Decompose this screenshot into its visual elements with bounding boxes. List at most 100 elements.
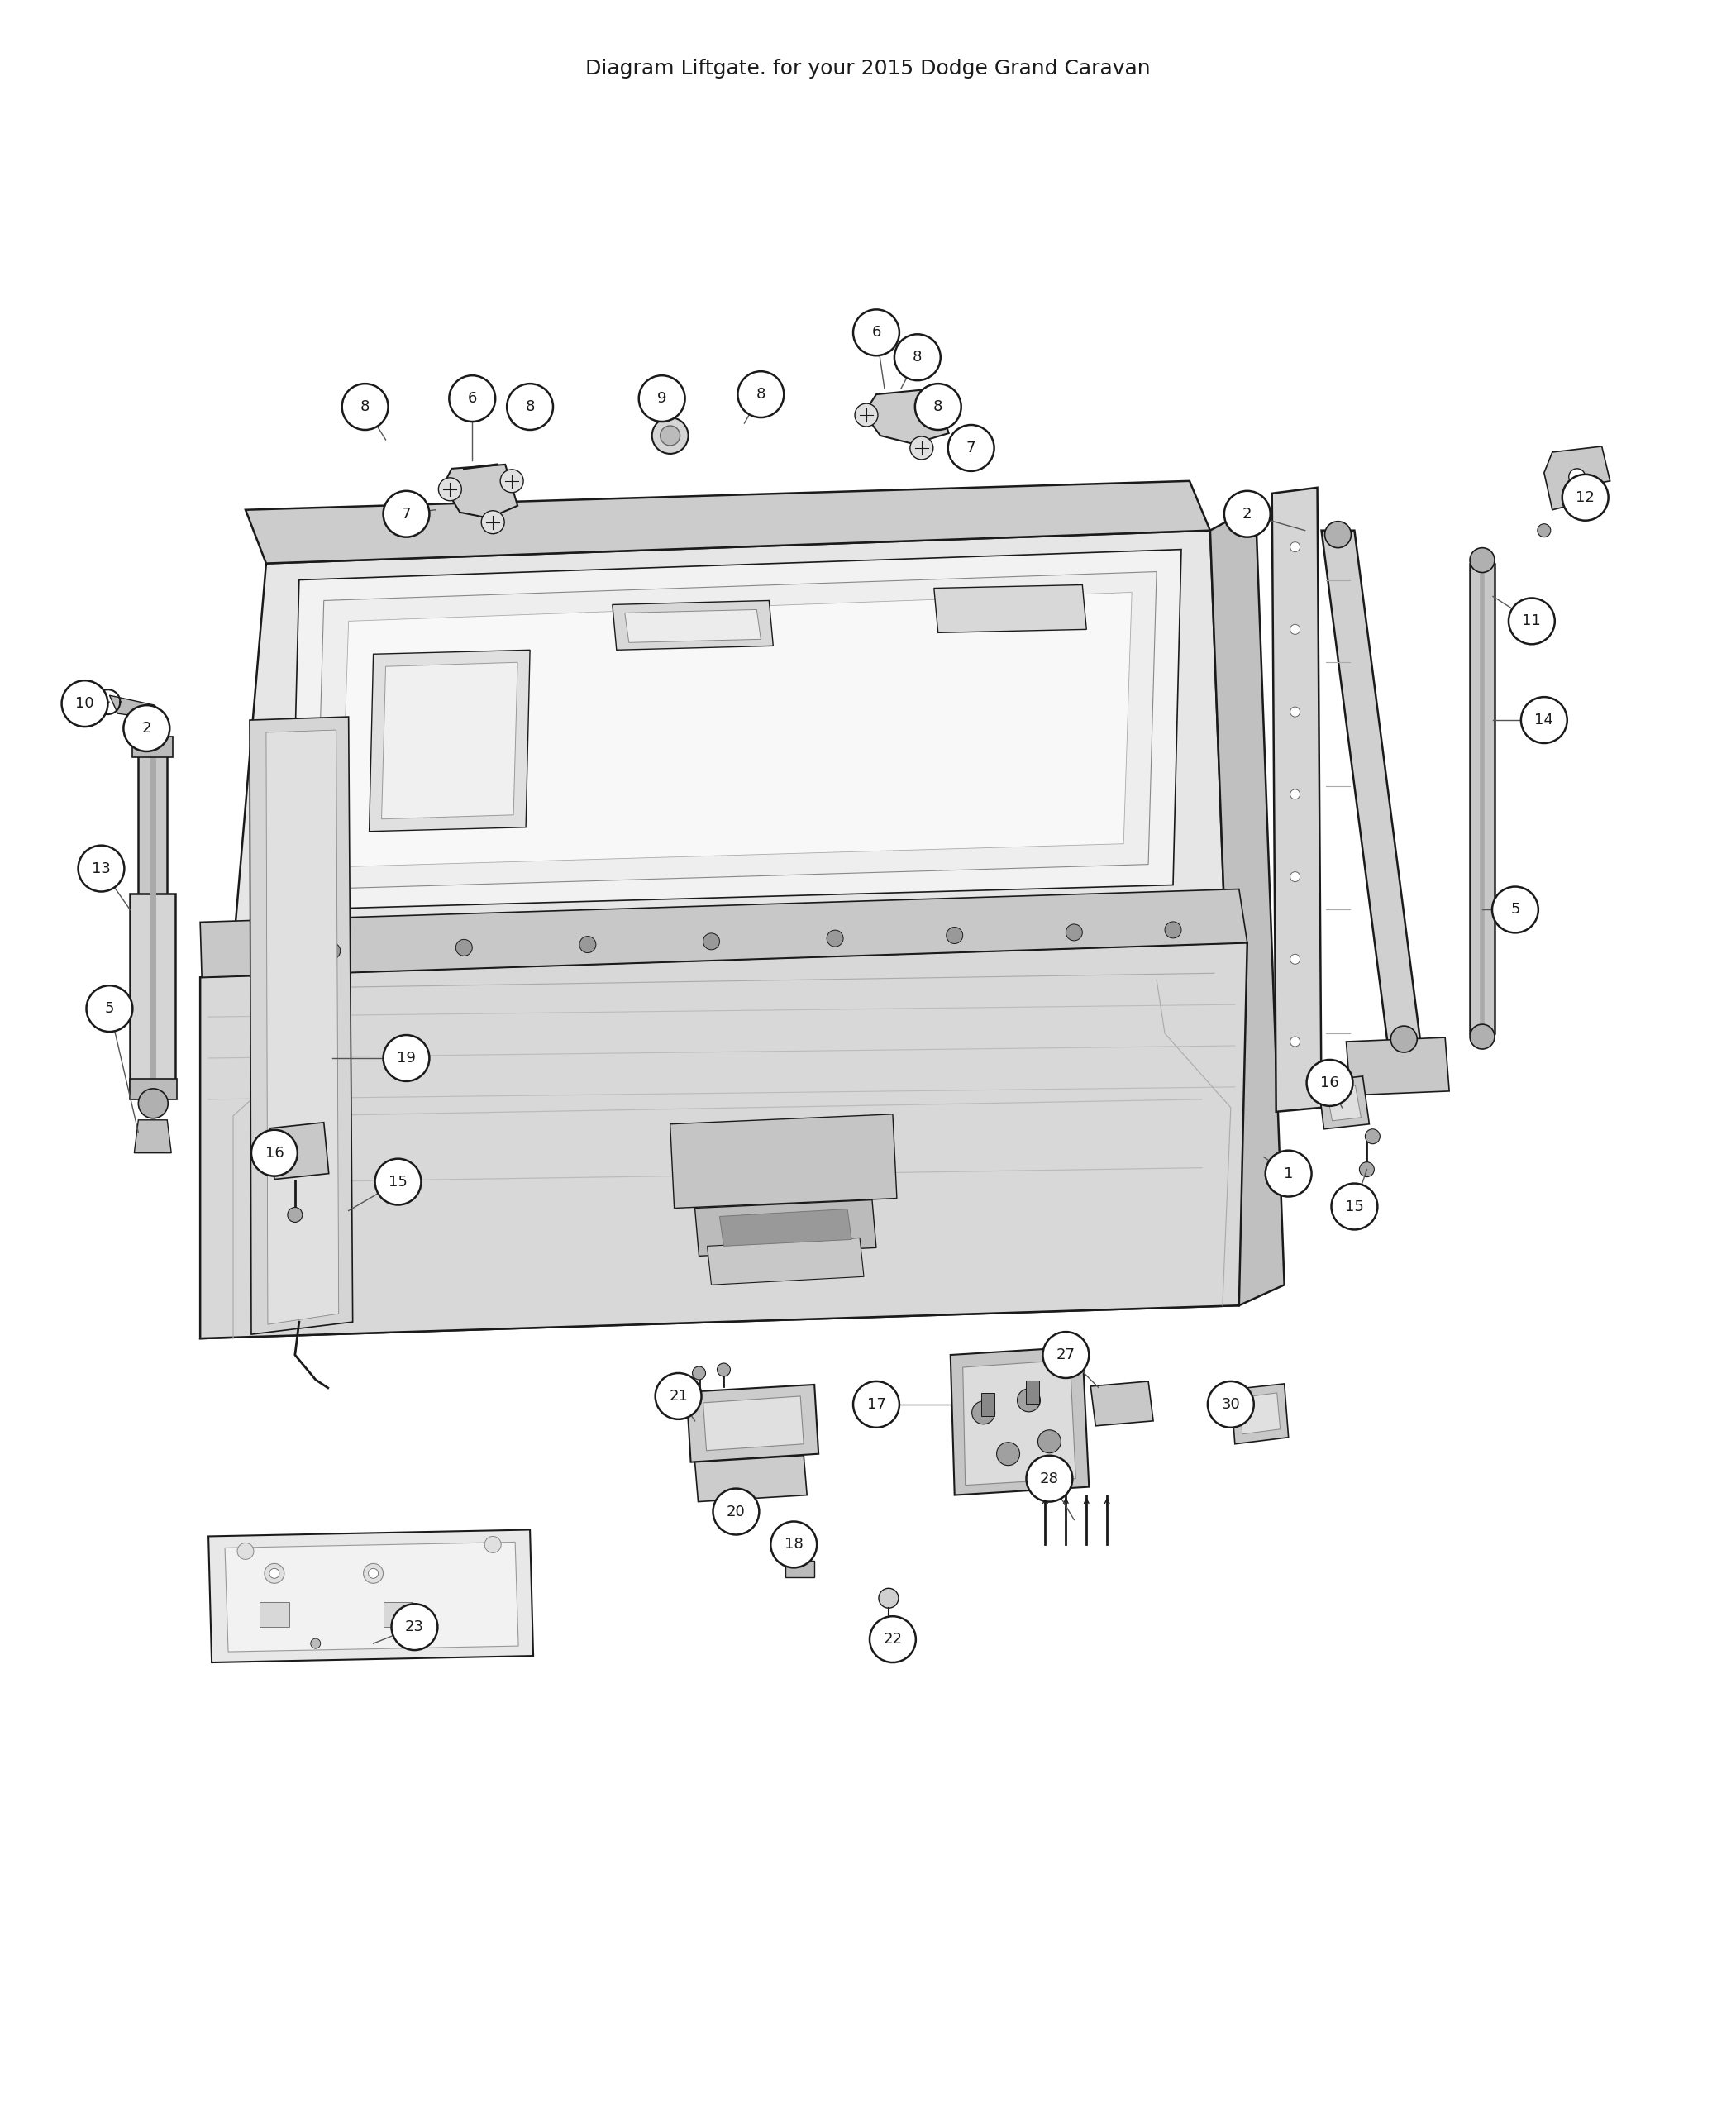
Polygon shape	[1231, 1383, 1288, 1444]
Circle shape	[1332, 1183, 1378, 1229]
Circle shape	[1325, 521, 1351, 548]
Text: 14: 14	[1535, 713, 1554, 727]
Text: 8: 8	[934, 398, 943, 415]
Circle shape	[703, 934, 720, 951]
Text: 22: 22	[884, 1632, 903, 1646]
Circle shape	[1266, 1151, 1312, 1197]
Circle shape	[1017, 1389, 1040, 1412]
Text: 28: 28	[1040, 1471, 1059, 1486]
Circle shape	[738, 371, 785, 417]
Text: 5: 5	[104, 1001, 115, 1016]
Text: 8: 8	[361, 398, 370, 415]
Text: 18: 18	[785, 1537, 804, 1551]
Polygon shape	[694, 1199, 877, 1256]
Circle shape	[293, 763, 307, 776]
Polygon shape	[340, 592, 1132, 866]
Polygon shape	[443, 464, 517, 519]
Circle shape	[1562, 474, 1608, 521]
Circle shape	[293, 953, 307, 965]
Circle shape	[1470, 548, 1495, 573]
Circle shape	[481, 510, 505, 533]
Text: 6: 6	[467, 392, 477, 407]
Text: 16: 16	[1321, 1075, 1338, 1090]
Polygon shape	[687, 1385, 819, 1463]
Circle shape	[894, 335, 941, 379]
Circle shape	[311, 1638, 321, 1648]
Circle shape	[1224, 491, 1271, 538]
Polygon shape	[130, 1079, 177, 1100]
Text: 11: 11	[1522, 613, 1542, 628]
Circle shape	[325, 942, 340, 959]
Polygon shape	[670, 1115, 898, 1208]
Circle shape	[293, 820, 307, 835]
Polygon shape	[316, 571, 1156, 890]
Circle shape	[1026, 1455, 1073, 1501]
Circle shape	[1364, 1130, 1380, 1145]
Circle shape	[252, 1130, 297, 1176]
Circle shape	[771, 1522, 818, 1568]
Circle shape	[384, 491, 429, 538]
Polygon shape	[200, 890, 1246, 978]
Circle shape	[1391, 1027, 1417, 1052]
Circle shape	[391, 1604, 437, 1651]
Circle shape	[238, 1543, 253, 1560]
Text: 15: 15	[389, 1174, 408, 1189]
Circle shape	[1038, 1429, 1061, 1452]
Circle shape	[342, 384, 389, 430]
Text: 10: 10	[75, 696, 94, 710]
Polygon shape	[109, 696, 163, 721]
Circle shape	[1569, 468, 1585, 485]
Circle shape	[653, 417, 687, 453]
Text: 16: 16	[266, 1145, 283, 1159]
Circle shape	[852, 310, 899, 356]
Circle shape	[910, 436, 934, 460]
Circle shape	[1470, 1024, 1495, 1050]
Circle shape	[363, 1564, 384, 1583]
Polygon shape	[694, 1455, 807, 1501]
Polygon shape	[1026, 1381, 1040, 1404]
Text: 21: 21	[668, 1389, 687, 1404]
Circle shape	[264, 1564, 285, 1583]
Circle shape	[660, 426, 681, 445]
Text: 6: 6	[871, 325, 880, 339]
Text: 7: 7	[401, 506, 411, 521]
Polygon shape	[271, 1121, 328, 1178]
Circle shape	[293, 1282, 307, 1296]
Polygon shape	[208, 1530, 533, 1663]
Circle shape	[1359, 1162, 1375, 1176]
Circle shape	[375, 1159, 422, 1206]
Circle shape	[1538, 525, 1550, 538]
Polygon shape	[382, 662, 517, 820]
Circle shape	[139, 1088, 168, 1119]
Text: 8: 8	[757, 388, 766, 403]
Circle shape	[915, 384, 962, 430]
Circle shape	[713, 1488, 759, 1535]
Polygon shape	[370, 649, 529, 831]
Text: 2: 2	[1243, 506, 1252, 521]
Circle shape	[1307, 1060, 1352, 1107]
Circle shape	[948, 426, 995, 470]
Polygon shape	[1470, 563, 1495, 1033]
Circle shape	[826, 930, 844, 946]
Polygon shape	[613, 601, 773, 649]
Polygon shape	[200, 531, 1240, 1339]
Circle shape	[1290, 624, 1300, 635]
Circle shape	[1290, 706, 1300, 717]
Polygon shape	[786, 1562, 814, 1577]
Text: 23: 23	[404, 1619, 424, 1634]
Circle shape	[293, 1018, 307, 1031]
Circle shape	[507, 384, 554, 430]
Text: 12: 12	[1576, 489, 1595, 506]
Circle shape	[293, 887, 307, 900]
Polygon shape	[934, 584, 1087, 632]
Polygon shape	[132, 736, 174, 757]
Polygon shape	[200, 942, 1246, 1339]
Circle shape	[293, 1084, 307, 1098]
Polygon shape	[226, 1543, 519, 1653]
Circle shape	[580, 936, 595, 953]
Polygon shape	[292, 550, 1180, 911]
Circle shape	[78, 845, 125, 892]
Polygon shape	[703, 1395, 804, 1450]
Circle shape	[717, 1364, 731, 1377]
Polygon shape	[1543, 447, 1609, 510]
